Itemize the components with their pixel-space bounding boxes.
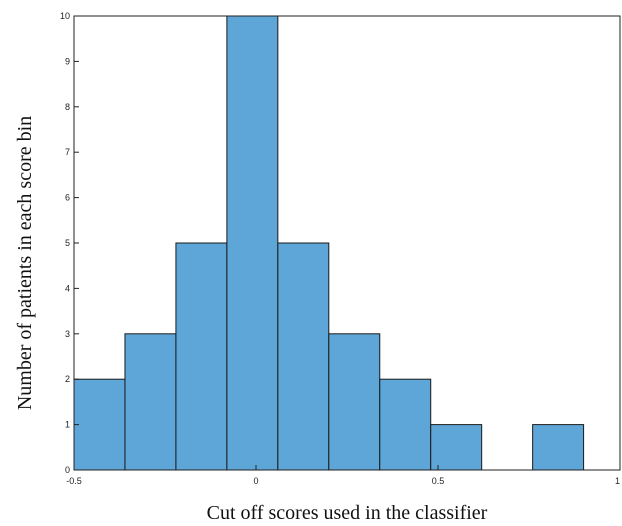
y-tick-label: 9 <box>65 56 70 66</box>
y-tick-label: 4 <box>65 283 70 293</box>
histogram-bar-1 <box>124 333 177 471</box>
x-tick-label: 0 <box>253 476 258 486</box>
x-axis-title: Cut off scores used in the classifier <box>207 502 488 524</box>
x-tick-label: -0.5 <box>66 476 82 486</box>
histogram-bar-5 <box>328 333 381 471</box>
y-tick-label: 8 <box>65 102 70 112</box>
y-tick-label: 0 <box>65 465 70 475</box>
histogram-bars <box>73 15 585 471</box>
histogram-bar-3 <box>226 15 279 471</box>
y-axis-title: Number of patients in each score bin <box>14 116 36 410</box>
y-axis-ticks: 0 1 2 3 4 5 6 7 8 9 10 <box>60 11 79 475</box>
y-tick-label: 7 <box>65 147 70 157</box>
x-tick-label: 0.5 <box>432 476 445 486</box>
histogram-bar-9 <box>532 424 585 471</box>
histogram-bar-0 <box>73 378 126 471</box>
y-tick-label: 2 <box>65 374 70 384</box>
histogram-bar-4 <box>277 242 330 471</box>
x-tick-label: 1 <box>615 476 620 486</box>
x-axis-ticks: -0.5 0 0.5 1 <box>66 465 621 486</box>
y-tick-label: 3 <box>65 329 70 339</box>
histogram-bar-6 <box>379 378 432 471</box>
histogram-bar-2 <box>175 242 228 471</box>
histogram-bar-7 <box>430 424 483 471</box>
y-tick-label: 10 <box>60 11 70 21</box>
y-tick-label: 1 <box>65 420 70 430</box>
y-tick-label: 5 <box>65 238 70 248</box>
y-tick-label: 6 <box>65 193 70 203</box>
